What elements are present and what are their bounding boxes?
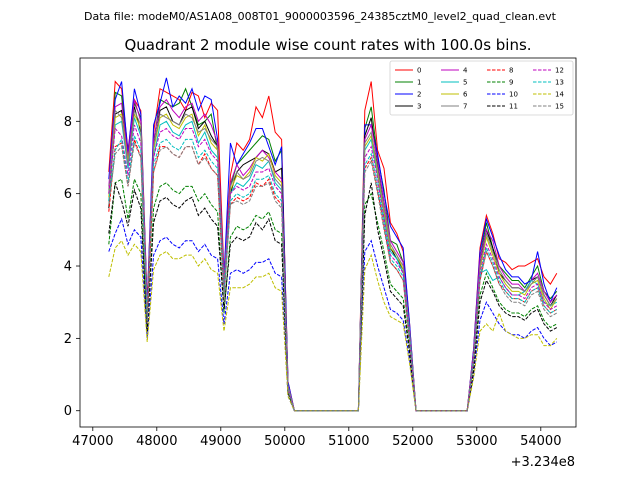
x-tick-label: 52000 [392, 434, 433, 449]
legend-label-13: 13 [555, 79, 564, 87]
legend-label-7: 7 [463, 103, 467, 111]
y-tick-label: 0 [64, 404, 72, 419]
legend-label-5: 5 [463, 79, 467, 87]
series-lines [108, 77, 558, 412]
y-tick-label: 6 [64, 187, 72, 202]
axes-frame [79, 57, 577, 428]
y-axis: 0 2 4 6 8 [64, 115, 80, 419]
chart-title: Quadrant 2 module wise count rates with … [124, 36, 531, 54]
plot-area [108, 77, 558, 412]
legend-label-6: 6 [463, 91, 468, 99]
legend-label-3: 3 [417, 103, 421, 111]
legend-label-4: 4 [463, 67, 468, 75]
legend-label-2: 2 [417, 91, 421, 99]
x-tick-label: 48000 [136, 434, 177, 449]
x-tick-label: 53000 [456, 434, 497, 449]
x-axis: 47000 48000 49000 50000 51000 52000 53000 54000 [72, 427, 561, 449]
legend-label-12: 12 [555, 67, 564, 75]
x-tick-label: 51000 [328, 434, 369, 449]
x-tick-label: 49000 [200, 434, 241, 449]
legend-label-11: 11 [509, 103, 518, 111]
legend-label-14: 14 [555, 91, 564, 99]
y-tick-label: 4 [64, 260, 72, 275]
legend-label-0: 0 [417, 67, 421, 75]
legend-label-10: 10 [509, 91, 518, 99]
x-tick-label: 47000 [72, 434, 113, 449]
legend-label-1: 1 [417, 79, 421, 87]
y-tick-label: 2 [64, 332, 72, 347]
series-line-10 [108, 217, 558, 412]
legend-label-15: 15 [555, 103, 564, 111]
legend-box [389, 60, 574, 116]
legend-label-9: 9 [509, 79, 513, 87]
suptitle: Data file: modeM0/AS1A08_008T01_90000035… [84, 10, 557, 23]
x-tick-label: 54000 [520, 434, 561, 449]
x-tick-label: 50000 [264, 434, 305, 449]
series-line-15 [108, 141, 558, 412]
y-tick-label: 8 [64, 115, 72, 130]
legend-label-8: 8 [509, 67, 513, 75]
x-offset-label: +3.234e8 [511, 455, 575, 470]
